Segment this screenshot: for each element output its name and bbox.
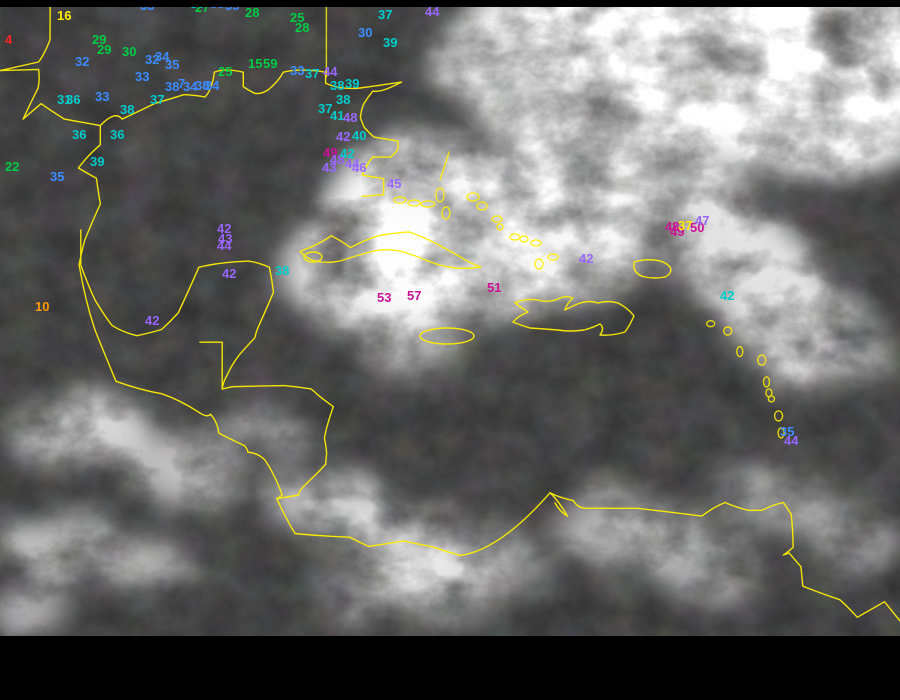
svg-text:39: 39: [90, 154, 104, 169]
svg-text:33: 33: [135, 69, 149, 84]
svg-text:30: 30: [122, 44, 136, 59]
svg-text:29: 29: [97, 42, 111, 57]
svg-text:57: 57: [407, 288, 421, 303]
svg-text:37: 37: [150, 92, 164, 107]
svg-text:46: 46: [352, 160, 366, 175]
svg-text:42: 42: [720, 288, 734, 303]
svg-text:44: 44: [217, 238, 232, 253]
svg-text:38: 38: [330, 78, 344, 93]
svg-text:38: 38: [336, 92, 350, 107]
svg-text:15: 15: [248, 56, 262, 71]
svg-text:38: 38: [120, 102, 134, 117]
svg-text:36: 36: [72, 127, 86, 142]
svg-text:33: 33: [290, 63, 304, 78]
svg-text:33: 33: [95, 89, 109, 104]
svg-text:44: 44: [784, 433, 799, 448]
svg-text:36: 36: [66, 92, 80, 107]
svg-text:42: 42: [145, 313, 159, 328]
svg-text:37: 37: [378, 7, 392, 22]
svg-text:39: 39: [345, 76, 359, 91]
svg-text:48: 48: [343, 110, 357, 125]
svg-text:42: 42: [336, 129, 350, 144]
svg-text:42: 42: [579, 251, 593, 266]
svg-text:43: 43: [322, 160, 336, 175]
svg-text:40: 40: [352, 128, 366, 143]
svg-text:44: 44: [323, 64, 338, 79]
svg-text:30: 30: [358, 25, 372, 40]
svg-text:59: 59: [263, 56, 277, 71]
svg-text:32: 32: [75, 54, 89, 69]
svg-text:42: 42: [222, 266, 236, 281]
svg-text:35: 35: [50, 169, 64, 184]
svg-text:51: 51: [487, 280, 501, 295]
svg-text:28: 28: [245, 5, 259, 20]
svg-text:47: 47: [695, 213, 709, 228]
svg-text:36: 36: [110, 127, 124, 142]
svg-text:53: 53: [377, 290, 391, 305]
svg-text:37: 37: [305, 66, 319, 81]
svg-text:4: 4: [5, 32, 13, 47]
svg-text:10: 10: [35, 299, 49, 314]
svg-text:38: 38: [275, 263, 289, 278]
svg-text:25: 25: [218, 64, 232, 79]
svg-text:45: 45: [387, 176, 401, 191]
svg-text:22: 22: [5, 159, 19, 174]
svg-text:35: 35: [165, 57, 179, 72]
svg-text:7: 7: [178, 76, 185, 91]
svg-text:28: 28: [295, 20, 309, 35]
svg-text:34: 34: [205, 78, 220, 93]
svg-text:39: 39: [383, 35, 397, 50]
svg-text:16: 16: [57, 8, 71, 23]
